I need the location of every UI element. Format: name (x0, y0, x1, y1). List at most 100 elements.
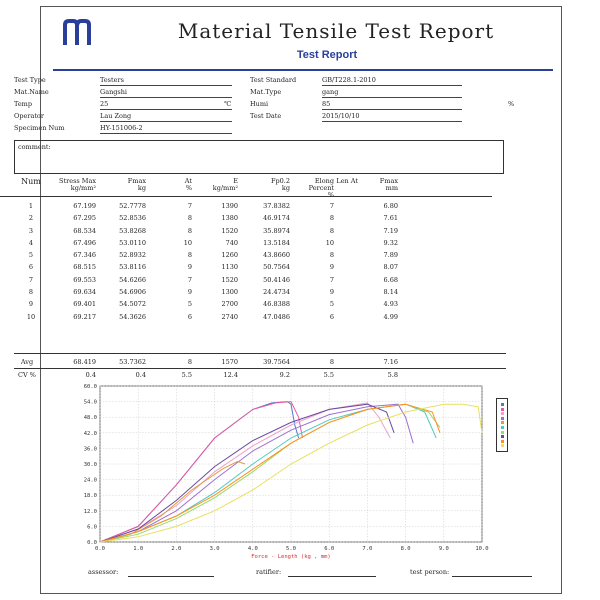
summary-cell: 8 (187, 358, 192, 366)
comment-box[interactable]: comment: (14, 140, 504, 174)
x-tick-label: 9.0 (439, 546, 449, 552)
table-cell: 1390 (221, 202, 238, 210)
column-header: At% (154, 178, 192, 192)
table-cell: 8 (329, 214, 334, 223)
column-header-line: kg (137, 184, 146, 192)
report-title: Material Tensile Test Report (177, 19, 495, 43)
legend-swatch (501, 403, 504, 406)
assessor-signature-line[interactable] (128, 576, 214, 577)
table-cell: 5 (187, 300, 192, 309)
table-cell: 2740 (221, 312, 238, 321)
table-cell: 35.8974 (263, 226, 290, 235)
table-cell: 46.9174 (263, 214, 290, 223)
legend-swatch (501, 416, 504, 420)
test-person-label: test person: (410, 568, 450, 576)
summary-cell: Avg (20, 358, 34, 366)
table-cell: 54.3626 (119, 312, 146, 321)
report-subtitle: Test Report (296, 49, 358, 61)
table-cell: 67.199 (73, 202, 96, 210)
temp-label: Temp (14, 100, 33, 108)
table-cell: 37.8382 (263, 202, 290, 210)
x-axis-label: Force - Length (kg , mm) (251, 554, 330, 560)
column-header-line: Fmax (127, 177, 146, 185)
legend-swatch (501, 426, 504, 429)
table-cell: 43.8660 (263, 251, 290, 260)
x-tick-label: 0.0 (95, 546, 105, 552)
x-tick-label: 8.0 (401, 546, 411, 552)
mat-name-label: Mat.Name (14, 88, 49, 96)
table-header-divider (0, 196, 492, 197)
table-body: 1 67.199 52.7778 7 1390 37.8382 7 6.80 2 67.295 52… (14, 196, 506, 325)
table-cell: 53.8268 (119, 226, 146, 235)
y-tick-label: 0.0 (87, 540, 97, 546)
info-row: Test Type Testers Test Standard GB/T228.… (14, 76, 514, 88)
test-standard-value: GB/T228.1-2010 (322, 76, 462, 86)
y-tick-label: 30.0 (84, 462, 97, 468)
column-header-line: kg/mm² (212, 184, 238, 192)
summary-cell: 5.5 (181, 371, 192, 379)
x-tick-label: 2.0 (171, 546, 181, 552)
test-person-signature-line[interactable] (452, 576, 532, 577)
operator-value: Lau Zong (100, 112, 232, 122)
column-header-line: E (233, 177, 238, 185)
table-cell: 3 (28, 226, 34, 235)
summary-cell: 0.4 (85, 371, 96, 379)
header-divider (53, 69, 553, 71)
assessor-label: assessor: (88, 568, 119, 576)
table-cell: 50.7564 (263, 263, 290, 272)
table-cell: 6.80 (383, 202, 398, 210)
table-cell: 54.6906 (119, 288, 146, 297)
table-cell: 9 (187, 263, 192, 272)
legend-swatch (501, 412, 504, 416)
series-line (99, 403, 414, 543)
temp-unit: ℃ (224, 100, 232, 108)
table-cell: 54.6266 (119, 275, 146, 284)
avg-row: Avg 68.419 53.7362 8 1570 39.7564 8 7.16 (14, 356, 506, 368)
chart-legend (496, 398, 508, 452)
column-header-line: kg (281, 184, 290, 192)
humi-label: Humi (250, 100, 269, 108)
comment-label: comment: (18, 143, 51, 151)
y-tick-label: 24.0 (84, 478, 97, 484)
x-tick-label: 3.0 (210, 546, 220, 552)
summary-cell: 12.4 (223, 371, 238, 379)
table-cell: 8 (187, 214, 192, 223)
operator-label: Operator (14, 112, 44, 120)
test-date-value: 2015/10/10 (322, 112, 462, 122)
table-row: 4 67.496 53.0110 10 740 13.5184 10 9.32 (14, 239, 506, 251)
table-cell: 7 (187, 202, 192, 210)
table-cell: 69.217 (73, 312, 96, 321)
column-header-line: Stress Max (59, 177, 96, 185)
table-cell: 52.7778 (119, 202, 146, 210)
table-cell: 6 (329, 312, 334, 321)
series-line (99, 460, 246, 543)
y-tick-label: 6.0 (87, 524, 97, 530)
y-tick-label: 54.0 (84, 400, 97, 406)
table-cell: 5 (28, 251, 34, 260)
column-header-line: kg/mm² (70, 184, 96, 192)
column-header: Num (18, 178, 44, 186)
table-row: 3 68.534 53.8268 8 1520 35.8974 8 7.19 (14, 227, 506, 239)
ratifier-signature-line[interactable] (288, 576, 376, 577)
table-cell: 8 (28, 288, 34, 297)
column-header: Fp0.2 kg (246, 178, 290, 192)
table-cell: 67.346 (73, 251, 96, 260)
table-row: 7 69.553 54.6266 7 1520 50.4146 7 6.68 (14, 276, 506, 288)
table-cell: 7 (329, 275, 334, 284)
company-logo-icon (63, 19, 91, 45)
table-cell: 9.32 (383, 238, 398, 247)
summary-cell: 1570 (221, 358, 238, 366)
table-cell: 69.553 (73, 275, 96, 284)
table-cell: 8 (329, 226, 334, 235)
table-cell: 1 (28, 202, 34, 210)
table-row: 5 67.346 52.8932 8 1260 43.8660 8 7.89 (14, 251, 506, 263)
table-cell: 10 (26, 312, 36, 321)
test-type-label: Test Type (14, 76, 46, 84)
column-header-line: Elong (314, 177, 334, 185)
series-line (99, 403, 441, 543)
table-cell: 4.93 (383, 300, 398, 309)
summary-cell: 8 (329, 358, 334, 366)
table-cell: 5 (329, 300, 334, 309)
test-date-label: Test Date (250, 112, 282, 120)
